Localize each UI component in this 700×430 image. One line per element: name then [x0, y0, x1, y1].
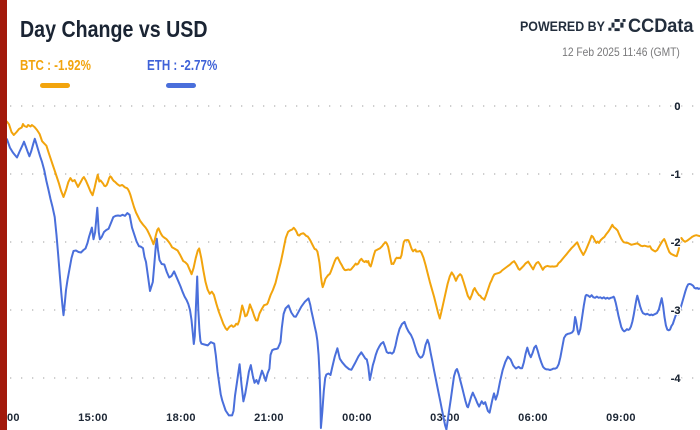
svg-text:-1: -1 [671, 169, 681, 181]
svg-text:0: 0 [674, 101, 680, 113]
svg-text:-1: -1 [671, 169, 681, 181]
svg-text:0: 0 [674, 101, 680, 113]
svg-text:-4: -4 [671, 373, 682, 385]
svg-text:00:00: 00:00 [342, 412, 372, 424]
svg-text:-3: -3 [671, 305, 681, 317]
svg-text:18:00: 18:00 [166, 412, 196, 424]
svg-text:-2: -2 [671, 237, 681, 249]
svg-text:03:00: 03:00 [430, 412, 460, 424]
svg-text:-3: -3 [671, 305, 681, 317]
svg-text:15:00: 15:00 [78, 412, 108, 424]
svg-text:-4: -4 [671, 373, 682, 385]
svg-text:21:00: 21:00 [254, 412, 284, 424]
svg-text:09:00: 09:00 [606, 412, 636, 424]
svg-text:-2: -2 [671, 237, 681, 249]
svg-text:06:00: 06:00 [518, 412, 548, 424]
